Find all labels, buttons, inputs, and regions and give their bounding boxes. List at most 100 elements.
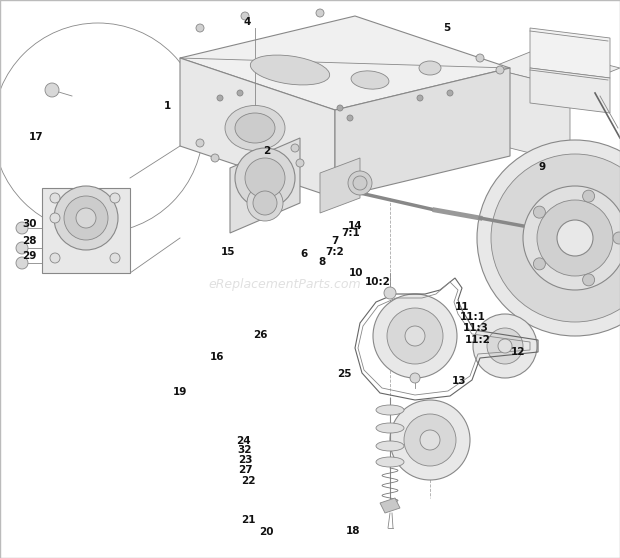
Text: 25: 25 xyxy=(337,369,352,379)
Circle shape xyxy=(237,90,243,96)
Ellipse shape xyxy=(376,441,404,451)
Text: 27: 27 xyxy=(238,465,253,475)
Text: 4: 4 xyxy=(243,17,250,27)
Circle shape xyxy=(247,185,283,221)
Text: 10:2: 10:2 xyxy=(365,277,391,287)
Text: 19: 19 xyxy=(172,387,187,397)
Text: 22: 22 xyxy=(241,476,255,486)
Circle shape xyxy=(50,193,60,203)
Circle shape xyxy=(50,213,60,223)
Circle shape xyxy=(253,191,277,215)
Text: 24: 24 xyxy=(236,436,250,446)
Circle shape xyxy=(373,294,457,378)
Circle shape xyxy=(16,222,28,234)
Circle shape xyxy=(583,190,595,202)
Text: 29: 29 xyxy=(22,251,37,261)
Text: 11:1: 11:1 xyxy=(459,312,485,322)
Text: 20: 20 xyxy=(259,527,274,537)
Circle shape xyxy=(196,24,204,32)
Circle shape xyxy=(583,274,595,286)
Text: 10: 10 xyxy=(349,268,364,278)
Text: 32: 32 xyxy=(237,445,252,455)
Circle shape xyxy=(533,258,546,270)
Circle shape xyxy=(217,95,223,101)
Circle shape xyxy=(404,414,456,466)
Ellipse shape xyxy=(376,423,404,433)
Text: 13: 13 xyxy=(451,376,466,386)
Circle shape xyxy=(16,242,28,254)
Circle shape xyxy=(491,154,620,322)
Circle shape xyxy=(476,54,484,62)
Text: 1: 1 xyxy=(164,101,171,111)
Ellipse shape xyxy=(235,113,275,143)
Text: 2: 2 xyxy=(263,146,270,156)
Circle shape xyxy=(498,339,512,353)
Ellipse shape xyxy=(225,105,285,151)
Polygon shape xyxy=(380,498,400,513)
Text: 11:3: 11:3 xyxy=(463,323,489,333)
Text: 15: 15 xyxy=(221,247,236,257)
Polygon shape xyxy=(180,58,335,198)
Text: 9: 9 xyxy=(539,162,546,172)
Ellipse shape xyxy=(351,71,389,89)
Text: 21: 21 xyxy=(241,515,255,525)
Text: 7:2: 7:2 xyxy=(326,247,344,257)
Circle shape xyxy=(487,328,523,364)
Ellipse shape xyxy=(376,405,404,415)
Circle shape xyxy=(420,430,440,450)
Circle shape xyxy=(110,253,120,263)
Circle shape xyxy=(353,176,367,190)
Circle shape xyxy=(496,66,504,74)
Circle shape xyxy=(347,115,353,121)
Text: 6: 6 xyxy=(300,249,308,259)
Text: 7: 7 xyxy=(331,236,339,246)
Circle shape xyxy=(410,373,420,383)
Text: 30: 30 xyxy=(22,219,37,229)
Ellipse shape xyxy=(419,61,441,75)
Ellipse shape xyxy=(376,457,404,467)
Polygon shape xyxy=(42,188,130,273)
Text: 7:1: 7:1 xyxy=(341,228,360,238)
Circle shape xyxy=(405,326,425,346)
Circle shape xyxy=(477,140,620,336)
Circle shape xyxy=(417,95,423,101)
Text: eReplacementParts.com: eReplacementParts.com xyxy=(209,278,361,291)
Text: 5: 5 xyxy=(443,23,450,33)
Ellipse shape xyxy=(250,55,330,85)
Circle shape xyxy=(613,232,620,244)
Text: 16: 16 xyxy=(210,352,224,362)
Text: 8: 8 xyxy=(319,257,326,267)
Circle shape xyxy=(447,90,453,96)
Circle shape xyxy=(523,186,620,290)
Text: 26: 26 xyxy=(253,330,268,340)
Text: 28: 28 xyxy=(22,236,37,246)
Text: 11:2: 11:2 xyxy=(464,335,490,345)
Circle shape xyxy=(245,158,285,198)
Circle shape xyxy=(110,193,120,203)
Circle shape xyxy=(16,257,28,269)
Circle shape xyxy=(337,105,343,111)
Circle shape xyxy=(384,287,396,299)
Text: 11: 11 xyxy=(454,302,469,312)
Circle shape xyxy=(390,400,470,480)
Polygon shape xyxy=(490,68,570,163)
Circle shape xyxy=(45,83,59,97)
Circle shape xyxy=(50,253,60,263)
Circle shape xyxy=(348,171,372,195)
Circle shape xyxy=(196,139,204,147)
Circle shape xyxy=(211,154,219,162)
Text: 17: 17 xyxy=(29,132,43,142)
Polygon shape xyxy=(230,138,300,233)
Circle shape xyxy=(291,144,299,152)
Circle shape xyxy=(64,196,108,240)
Circle shape xyxy=(54,186,118,250)
Polygon shape xyxy=(530,28,610,78)
Circle shape xyxy=(76,208,96,228)
Circle shape xyxy=(241,12,249,20)
Circle shape xyxy=(387,308,443,364)
Polygon shape xyxy=(180,16,510,110)
Circle shape xyxy=(235,148,295,208)
Polygon shape xyxy=(490,48,620,88)
Polygon shape xyxy=(530,68,610,113)
Circle shape xyxy=(557,220,593,256)
